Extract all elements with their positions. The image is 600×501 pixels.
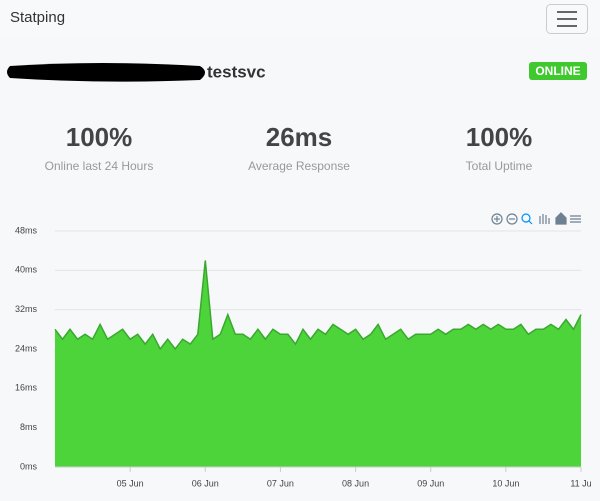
x-tick-label: 11 Ju xyxy=(570,478,591,488)
status-text: ONLINE xyxy=(535,64,580,78)
stat-value: 26ms xyxy=(266,122,333,152)
y-tick-label: 32ms xyxy=(15,304,38,314)
area xyxy=(55,260,581,467)
x-tick-label: 06 Jun xyxy=(192,478,219,488)
x-tick-label: 05 Jun xyxy=(117,478,144,488)
area-line xyxy=(54,260,582,351)
stat-label: Online last 24 Hours xyxy=(45,159,154,173)
stat-value: 100% xyxy=(66,122,133,152)
service-name: testsvc xyxy=(207,62,266,81)
x-tick-label: 07 Jun xyxy=(267,478,294,488)
brand[interactable]: Statping xyxy=(10,9,65,26)
redaction xyxy=(7,63,205,82)
stat-label: Total Uptime xyxy=(466,159,533,173)
navbar xyxy=(0,0,600,38)
y-tick-label: 40ms xyxy=(15,265,38,275)
y-tick-label: 24ms xyxy=(15,343,38,353)
y-tick-label: 48ms xyxy=(15,225,38,235)
chart-toolbar[interactable] xyxy=(491,212,581,225)
menu-icon xyxy=(557,11,577,27)
y-tick-label: 16ms xyxy=(15,383,38,393)
status-badge xyxy=(529,62,587,80)
x-tick-label: 09 Jun xyxy=(417,478,444,488)
y-tick-label: 8ms xyxy=(20,422,38,432)
stat-label: Average Response xyxy=(248,159,350,173)
y-tick-label: 0ms xyxy=(20,461,38,471)
x-tick-label: 10 Jun xyxy=(492,478,519,488)
x-tick-label: 08 Jun xyxy=(342,478,369,488)
stat-value: 100% xyxy=(466,122,533,152)
